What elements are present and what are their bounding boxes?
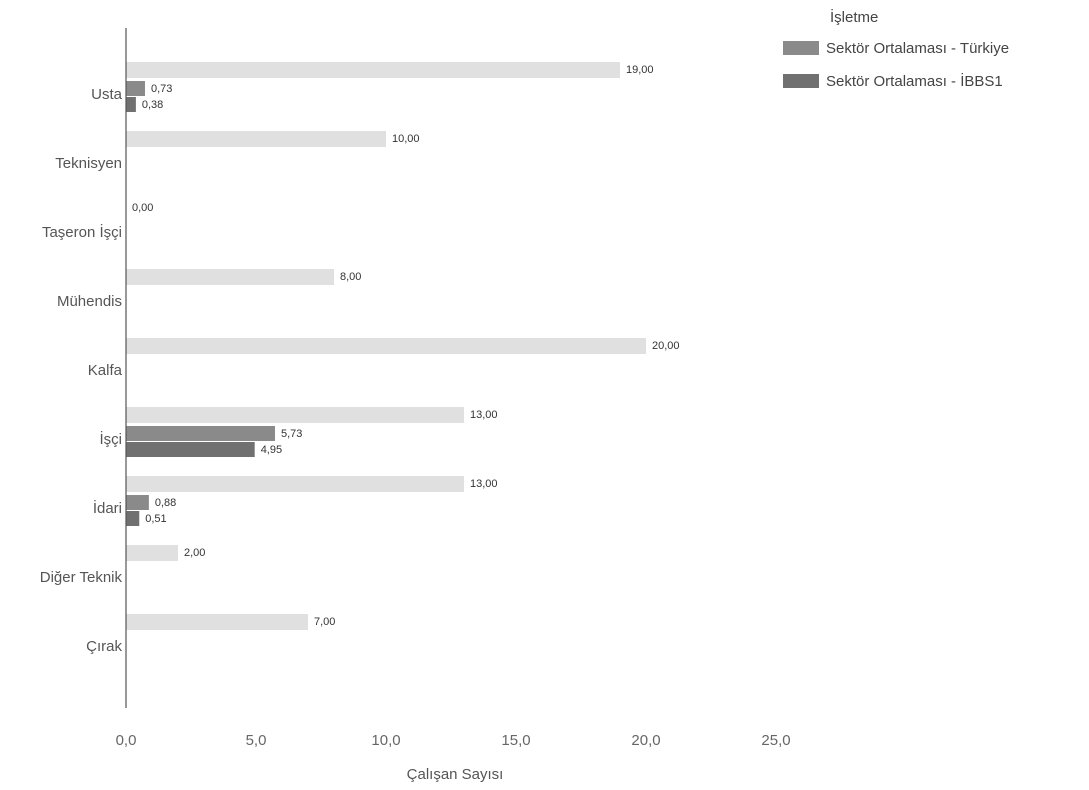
bars-layer [126,62,646,630]
data-label-isletme-diger-teknik: 2,00 [184,547,205,559]
data-label-sektor-ortalamasi-ibbs1-isci: 4,95 [261,444,282,456]
x-tick-label-20: 20,0 [631,732,660,749]
bar-sektor-ortalamasi-ibbs1-isci [126,442,255,457]
category-label-muhendis: Mühendis [57,293,122,310]
data-label-isletme-taseron-isci: 0,00 [132,202,153,214]
data-label-sektor-ortalamasi-turkiye-usta: 0,73 [151,83,172,95]
data-label-isletme-isci: 13,00 [470,409,498,421]
data-label-isletme-kalfa: 20,00 [652,340,680,352]
data-label-sektor-ortalamasi-turkiye-isci: 5,73 [281,428,302,440]
category-label-idari: İdari [93,499,122,517]
x-tick-labels-layer: 0,0 5,0 10,0 15,0 20,0 25,0 [116,732,791,749]
bar-isletme-cirak [126,614,308,630]
data-label-isletme-idari: 13,00 [470,478,498,490]
x-tick-label-15: 15,0 [501,732,530,749]
category-labels-layer: Usta Teknisyen Taşeron İşçi Mühendis Kalfa İş… [40,86,123,655]
legend-entry-ibbs1: Sektör Ortalaması - İBBS1 [826,72,1003,90]
bar-sektor-ortalamasi-ibbs1-idari [126,511,140,526]
category-label-cirak: Çırak [86,638,122,655]
bar-isletme-usta [126,62,620,78]
x-tick-label-5: 5,0 [246,732,267,749]
legend: İşletme Sektör Ortalaması - Türkiye Sekt… [783,8,1009,90]
x-tick-label-0: 0,0 [116,732,137,749]
bar-isletme-kalfa [126,338,646,354]
data-label-sektor-ortalamasi-ibbs1-idari: 0,51 [145,513,166,525]
bar-isletme-idari [126,476,464,492]
bar-isletme-muhendis [126,269,334,285]
bar-sektor-ortalamasi-turkiye-isci [126,426,275,441]
data-label-isletme-usta: 19,00 [626,64,654,76]
bar-sektor-ortalamasi-ibbs1-usta [126,97,136,112]
x-axis-title: Çalışan Sayısı [407,766,504,783]
category-label-diger-teknik: Diğer Teknik [40,569,123,586]
x-tick-label-25: 25,0 [761,732,790,749]
data-label-sektor-ortalamasi-ibbs1-usta: 0,38 [142,99,163,111]
category-label-isci: İşçi [100,430,123,448]
category-label-kalfa: Kalfa [88,362,123,379]
bar-isletme-diger-teknik [126,545,178,561]
legend-entry-turkiye: Sektör Ortalaması - Türkiye [826,40,1009,57]
data-labels-layer: 19,00 10,00 0,00 8,00 20,00 13,00 13,00 2,00 7,0… [132,64,680,628]
data-label-isletme-teknisyen: 10,00 [392,133,420,145]
category-label-usta: Usta [91,86,123,103]
x-tick-label-10: 10,0 [371,732,400,749]
legend-swatch-ibbs1 [783,74,819,88]
category-label-teknisyen: Teknisyen [55,155,122,172]
bar-sektor-ortalamasi-turkiye-idari [126,495,149,510]
data-label-sektor-ortalamasi-turkiye-idari: 0,88 [155,497,176,509]
data-label-isletme-muhendis: 8,00 [340,271,361,283]
bar-isletme-isci [126,407,464,423]
data-label-isletme-cirak: 7,00 [314,616,335,628]
category-label-taseron-isci: Taşeron İşçi [42,223,122,241]
legend-title: İşletme [830,8,878,26]
bar-isletme-teknisyen [126,131,386,147]
bar-sektor-ortalamasi-turkiye-usta [126,81,145,96]
legend-swatch-turkiye [783,41,819,55]
